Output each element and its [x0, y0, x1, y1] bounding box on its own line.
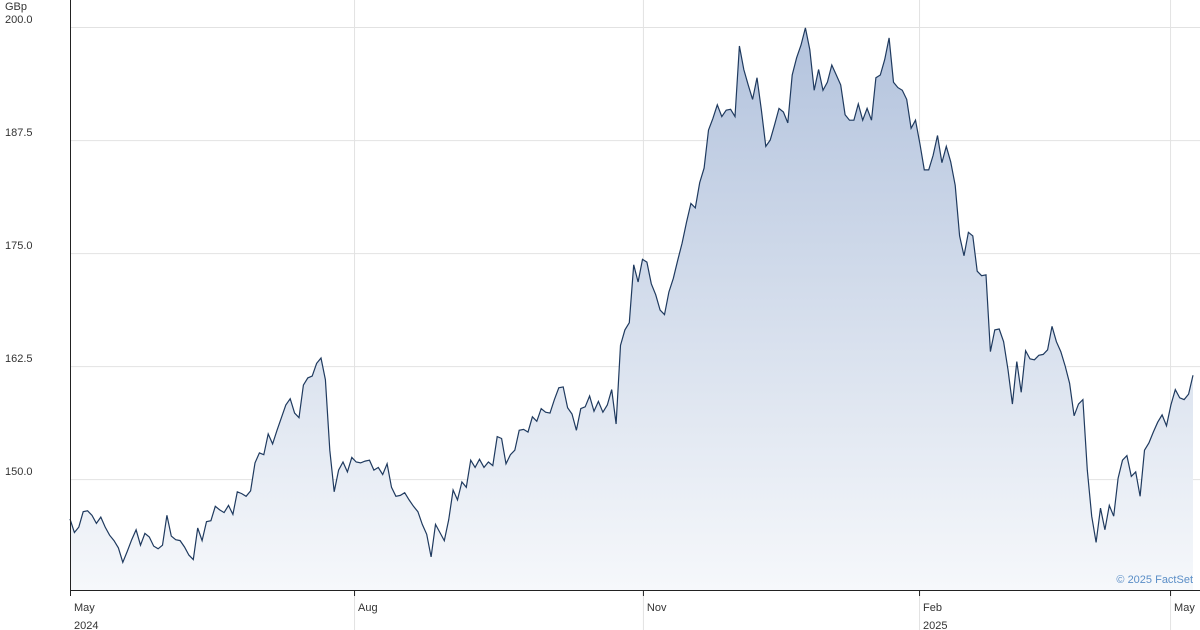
price-line: [69, 27, 1194, 565]
y-unit: GBp: [5, 1, 27, 13]
x-tick-label: Feb: [923, 602, 942, 614]
price-area: [70, 27, 1193, 590]
x-tick-label: Nov: [647, 602, 667, 614]
y-tick-label: 175.0: [5, 240, 33, 252]
x-year-label: 2024: [74, 620, 98, 630]
y-tick-label: 187.5: [5, 127, 33, 139]
x-tick-label: May: [74, 602, 95, 614]
y-tick-label: 150.0: [5, 466, 33, 478]
credit: © 2025 FactSet: [1116, 574, 1193, 586]
x-tick-label: Aug: [358, 602, 378, 614]
y-tick-label: 200.0: [5, 14, 33, 26]
y-tick-label: 162.5: [5, 353, 33, 365]
x-tick-label: May: [1174, 602, 1195, 614]
x-year-label: 2025: [923, 620, 947, 630]
